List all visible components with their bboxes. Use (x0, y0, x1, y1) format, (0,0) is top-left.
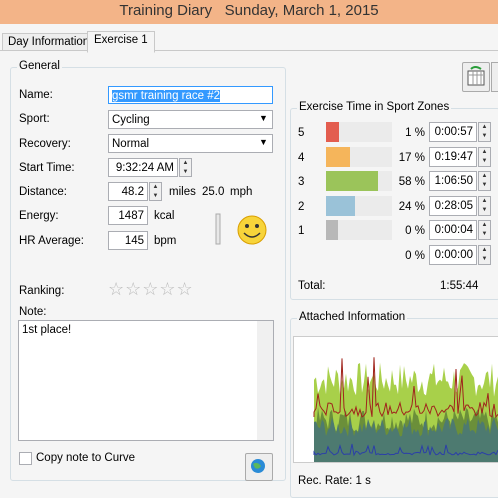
zone-label: 5 (298, 127, 305, 139)
zone-time[interactable]: 0:00:00 (429, 244, 477, 265)
zone-bar (326, 220, 338, 240)
zone-bar (326, 195, 355, 216)
rating-stars[interactable]: ☆☆☆☆☆ (108, 279, 194, 299)
spinner[interactable]: ▲ ▼ (478, 220, 491, 240)
zone-label: 1 (298, 225, 305, 237)
label: Recovery: (19, 138, 71, 150)
label: Copy note to Curve (36, 452, 136, 464)
curve-line (313, 357, 498, 419)
curve-line (313, 443, 498, 457)
window-title: Training Diary Sunday, March 1, 2015 (119, 2, 379, 19)
curve-preview (293, 336, 498, 463)
spinner[interactable]: ▲ ▼ (478, 195, 491, 216)
spinner[interactable]: ▲ ▼ (478, 146, 491, 167)
checkbox[interactable] (19, 452, 32, 465)
label: Note: (19, 306, 47, 318)
label: Energy: (19, 210, 59, 222)
zone-label: 2 (298, 200, 305, 213)
scrollbar (257, 321, 273, 440)
distance-input[interactable]: 48.2 (108, 182, 148, 201)
zone-time[interactable]: 0:00:04 (429, 220, 477, 240)
curve-button[interactable] (245, 453, 273, 481)
bar-track (326, 122, 392, 142)
spinner[interactable]: ▲ ▼ (478, 171, 491, 191)
zone-time[interactable]: 0:00:57 (429, 122, 477, 142)
general-group: General (10, 60, 286, 481)
zone-percent: 0 % (405, 249, 425, 262)
note-input[interactable]: 1st place! (18, 320, 274, 441)
recovery-select[interactable]: Normal (108, 134, 273, 153)
sport-select[interactable]: Cycling (108, 110, 273, 129)
zone-label: 3 (298, 176, 305, 188)
speed: 25.0 (202, 186, 225, 198)
name-input[interactable]: gsmr training race #2 (108, 86, 273, 104)
zone-percent: 58 % (398, 176, 425, 188)
zone-percent: 24 % (398, 200, 425, 213)
name-value: gsmr training race #2 (112, 90, 221, 102)
spinner[interactable]: ▲ ▼ (179, 158, 192, 177)
hr-input[interactable]: 145 (108, 231, 148, 250)
zone-percent: 1 % (405, 127, 425, 139)
zone-time[interactable]: 1:06:50 (429, 171, 477, 191)
tab-strip (0, 50, 498, 51)
scroll-edge (491, 62, 498, 92)
zone-time[interactable]: 0:19:47 (429, 146, 477, 167)
zone-label: 4 (298, 151, 305, 164)
zone-bar (326, 171, 379, 191)
energy-input[interactable]: 1487 (108, 206, 148, 225)
label: Name: (19, 89, 53, 101)
label: Ranking: (19, 285, 65, 297)
unit: mph (230, 186, 253, 198)
spinner[interactable]: ▲ ▼ (149, 182, 162, 201)
bar-track (326, 220, 392, 240)
spinner[interactable]: ▲ ▼ (478, 244, 491, 265)
label: HR Average: (19, 235, 84, 247)
dropdown-arrow: ▼ (259, 137, 268, 147)
spinner[interactable]: ▲ ▼ (478, 122, 491, 142)
zones-group: Exercise Time in Sport Zones (290, 101, 498, 300)
unit: bpm (154, 235, 177, 247)
time-input[interactable]: 9:32:24 AM (108, 158, 178, 177)
title-bar (0, 0, 498, 24)
toolbar-button[interactable] (462, 62, 490, 92)
group-title: General (17, 60, 62, 72)
group-title: Attached Information (297, 311, 408, 323)
label: Start Time: (19, 162, 75, 174)
zone-percent: 17 % (398, 151, 425, 164)
group-title: Exercise Time in Sport Zones (297, 101, 452, 113)
label: Total: (298, 280, 326, 292)
unit: kcal (154, 210, 175, 222)
attached-group: Attached Information (290, 311, 498, 498)
zone-bar (326, 146, 350, 167)
tab-active[interactable]: Exercise 1 (87, 31, 155, 53)
mood-icon (215, 213, 267, 245)
tab[interactable]: Day Information (2, 33, 96, 50)
unit: miles (169, 186, 196, 198)
label: Distance: (19, 186, 67, 198)
dropdown-arrow: ▼ (259, 113, 268, 123)
rec-rate: Rec. Rate: 1 s (298, 475, 371, 487)
zone-time[interactable]: 0:28:05 (429, 195, 477, 216)
total: 1:55:44 (440, 280, 479, 292)
curve-area (314, 417, 498, 462)
zone-percent: 0 % (405, 225, 425, 237)
zone-bar (326, 122, 339, 142)
label: Sport: (19, 113, 50, 125)
